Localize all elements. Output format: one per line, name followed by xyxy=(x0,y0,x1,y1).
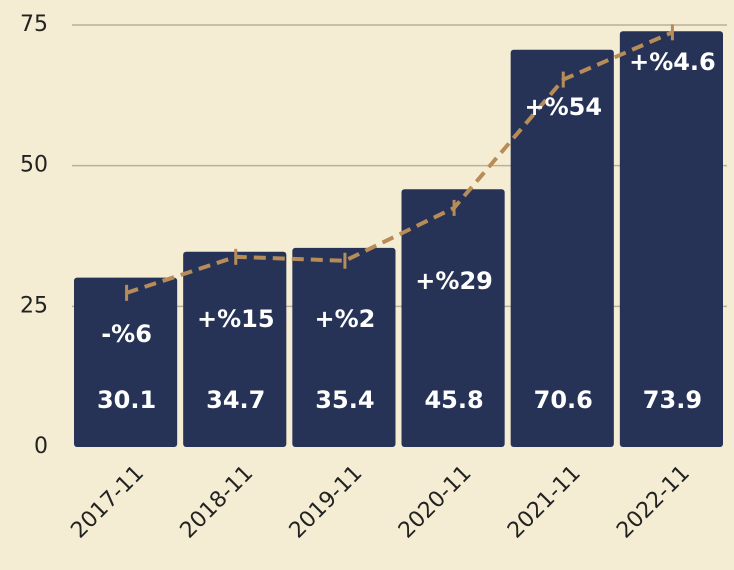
bar xyxy=(183,251,287,447)
value-label: 70.6 xyxy=(534,386,593,414)
x-tick-label: 2018-11 xyxy=(176,461,259,544)
bar xyxy=(401,189,505,448)
bar xyxy=(619,31,723,448)
y-tick-label: 25 xyxy=(20,293,48,318)
value-label: 45.8 xyxy=(424,386,483,414)
x-tick-label: 2017-11 xyxy=(66,461,149,544)
bar xyxy=(74,277,178,447)
y-tick-label: 75 xyxy=(20,12,48,37)
x-tick-label: 2020-11 xyxy=(394,461,477,544)
y-tick-label: 50 xyxy=(20,153,48,178)
x-tick-label: 2021-11 xyxy=(503,461,586,544)
change-label: -%6 xyxy=(101,320,152,348)
x-tick-label: 2019-11 xyxy=(285,461,368,544)
value-label: 30.1 xyxy=(97,386,156,414)
trend-line xyxy=(125,30,674,295)
change-label: +%15 xyxy=(197,305,275,333)
change-label: +%2 xyxy=(314,305,375,333)
value-label: 34.7 xyxy=(206,386,265,414)
change-label: +%4.6 xyxy=(629,48,716,76)
bar xyxy=(292,247,396,447)
change-label: +%29 xyxy=(415,267,493,295)
change-label: +%54 xyxy=(524,93,602,121)
value-label: 35.4 xyxy=(315,386,374,414)
value-label: 73.9 xyxy=(643,386,702,414)
y-tick-label: 0 xyxy=(34,434,48,459)
x-tick-label: 2022-11 xyxy=(612,461,695,544)
bar xyxy=(510,49,614,448)
